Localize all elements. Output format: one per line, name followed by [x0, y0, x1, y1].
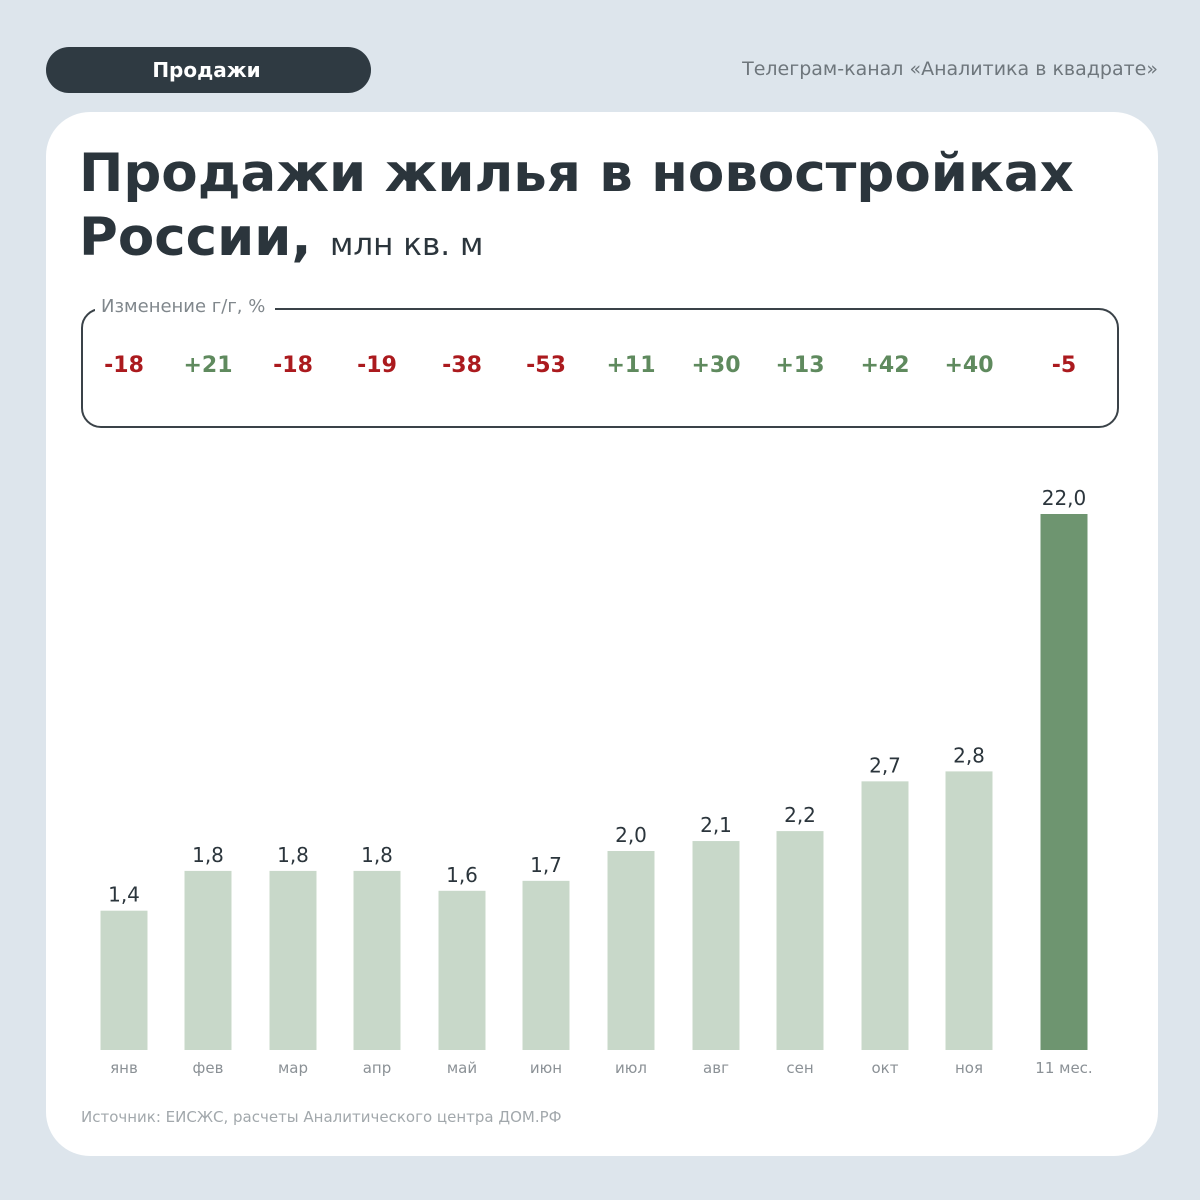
category-label: июл: [615, 1059, 647, 1077]
category-label: 11 мес.: [1035, 1059, 1092, 1077]
yoy-value: -53: [526, 353, 566, 378]
section-label: Продажи: [152, 58, 261, 82]
category-label: янв: [110, 1059, 138, 1077]
bar: [692, 841, 740, 1050]
bar: [353, 870, 401, 1050]
chart-title: Продажи жилья в новостройках России, млн…: [79, 142, 1129, 277]
bar: [607, 851, 655, 1050]
bar-total: [1040, 514, 1088, 1050]
bar-value-label: 2,7: [869, 753, 901, 777]
bar: [861, 781, 909, 1050]
bar: [776, 831, 824, 1050]
bar: [945, 771, 993, 1050]
yoy-value: -5: [1051, 353, 1077, 378]
title-main: Продажи жилья в новостройках России,: [79, 143, 1074, 268]
category-label: май: [447, 1059, 477, 1077]
source-note: Источник: ЕИСЖС, расчеты Аналитического …: [81, 1108, 562, 1126]
bar: [522, 880, 570, 1050]
bar-value-label: 1,8: [277, 843, 309, 867]
chart-card: Продажи жилья в новостройках России, млн…: [46, 112, 1158, 1156]
bar-value-label: 1,8: [361, 843, 393, 867]
bar-value-label: 2,0: [615, 823, 647, 847]
category-label: июн: [530, 1059, 562, 1077]
channel-credit: Телеграм-канал «Аналитика в квадрате»: [742, 58, 1158, 80]
bar: [269, 870, 317, 1050]
bar: [100, 910, 148, 1050]
bar-value-label: 1,6: [446, 863, 478, 887]
bar-chart: 1,4 янв 1,8 фев 1,8 мар 1,8 апр 1,6 май 1,7 июн 2,0 и…: [100, 486, 1093, 1077]
bar-value-label: 22,0: [1042, 486, 1087, 510]
yoy-value: -38: [442, 353, 482, 378]
yoy-value: -19: [357, 353, 397, 378]
bar-value-label: 1,4: [108, 883, 140, 907]
category-label: сен: [786, 1059, 813, 1077]
yoy-value: +21: [183, 353, 233, 378]
title-unit: млн кв. м: [329, 227, 484, 263]
yoy-change-box: [81, 308, 1119, 428]
category-label: фев: [193, 1059, 224, 1077]
category-label: апр: [363, 1059, 392, 1077]
bar: [184, 870, 232, 1050]
yoy-value: -18: [273, 353, 313, 378]
yoy-value: +40: [944, 353, 994, 378]
bar-value-label: 2,2: [784, 803, 816, 827]
yoy-value: -18: [104, 353, 144, 378]
yoy-value: +42: [860, 353, 910, 378]
yoy-value: +13: [775, 353, 825, 378]
category-label: мар: [278, 1059, 308, 1077]
category-label: авг: [703, 1059, 729, 1077]
yoy-value: +30: [691, 353, 741, 378]
category-label: окт: [872, 1059, 899, 1077]
bar-value-label: 2,8: [953, 743, 985, 767]
yoy-change-label: Изменение г/г, %: [95, 296, 276, 317]
bar-value-label: 2,1: [700, 813, 732, 837]
bar-value-label: 1,8: [192, 843, 224, 867]
bar: [438, 890, 486, 1050]
bar-value-label: 1,7: [530, 853, 562, 877]
category-label: ноя: [955, 1059, 983, 1077]
section-label-pill: Продажи: [46, 47, 371, 93]
yoy-value: +11: [606, 353, 656, 378]
